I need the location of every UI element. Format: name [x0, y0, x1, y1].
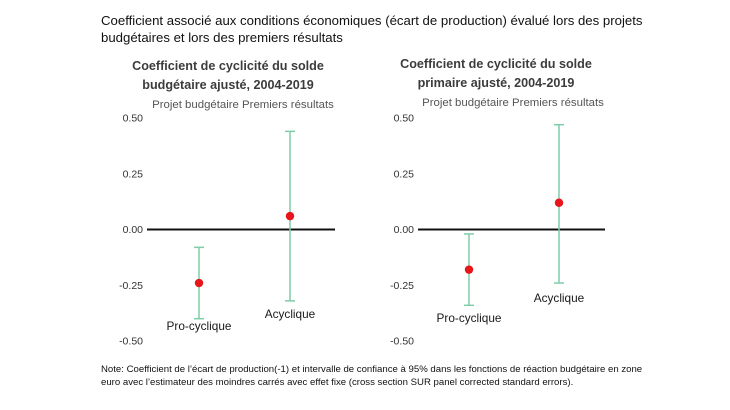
- category-label: Pro-cyclique: [167, 319, 232, 333]
- estimate-point: [464, 265, 474, 274]
- y-tick-label: 0.50: [123, 113, 144, 125]
- category-label: Pro-cyclique: [437, 311, 502, 325]
- y-tick-label: 0.25: [394, 168, 415, 180]
- chart-panel-primaire: Coefficient de cyclicité du solde primair…: [390, 57, 605, 348]
- footnote: Note: Coefficient de l’écart de producti…: [101, 364, 643, 388]
- category-label: Acyclique: [534, 291, 585, 305]
- chart-panel-budgetaire: Coefficient de cyclicité du solde budgéta…: [119, 59, 335, 348]
- y-tick-label: 0.25: [123, 168, 144, 180]
- y-tick-label: -0.50: [390, 336, 414, 348]
- estimate-point: [554, 198, 564, 207]
- chart-legend: Projet budgétaire Premiers résultats: [152, 99, 334, 111]
- chart-title-line: Coefficient de cyclicité du solde: [132, 59, 324, 73]
- chart-legend: Projet budgétaire Premiers résultats: [422, 97, 604, 109]
- estimate-point: [194, 278, 204, 288]
- y-tick-label: 0.00: [123, 224, 144, 236]
- chart-title-line: primaire ajusté, 2004-2019: [418, 76, 575, 90]
- y-tick-label: 0.00: [394, 224, 415, 236]
- category-label: Acyclique: [265, 307, 316, 321]
- y-tick-label: -0.50: [119, 336, 143, 348]
- y-tick-label: -0.25: [390, 280, 414, 292]
- estimate-point: [285, 211, 295, 221]
- chart-title-line: budgétaire ajusté, 2004-2019: [142, 78, 314, 92]
- y-tick-label: -0.25: [119, 280, 143, 292]
- chart-title-line: Coefficient de cyclicité du solde: [400, 57, 592, 71]
- y-tick-label: 0.50: [394, 113, 415, 125]
- figure-title: Coefficient associé aux conditions écono…: [101, 13, 643, 45]
